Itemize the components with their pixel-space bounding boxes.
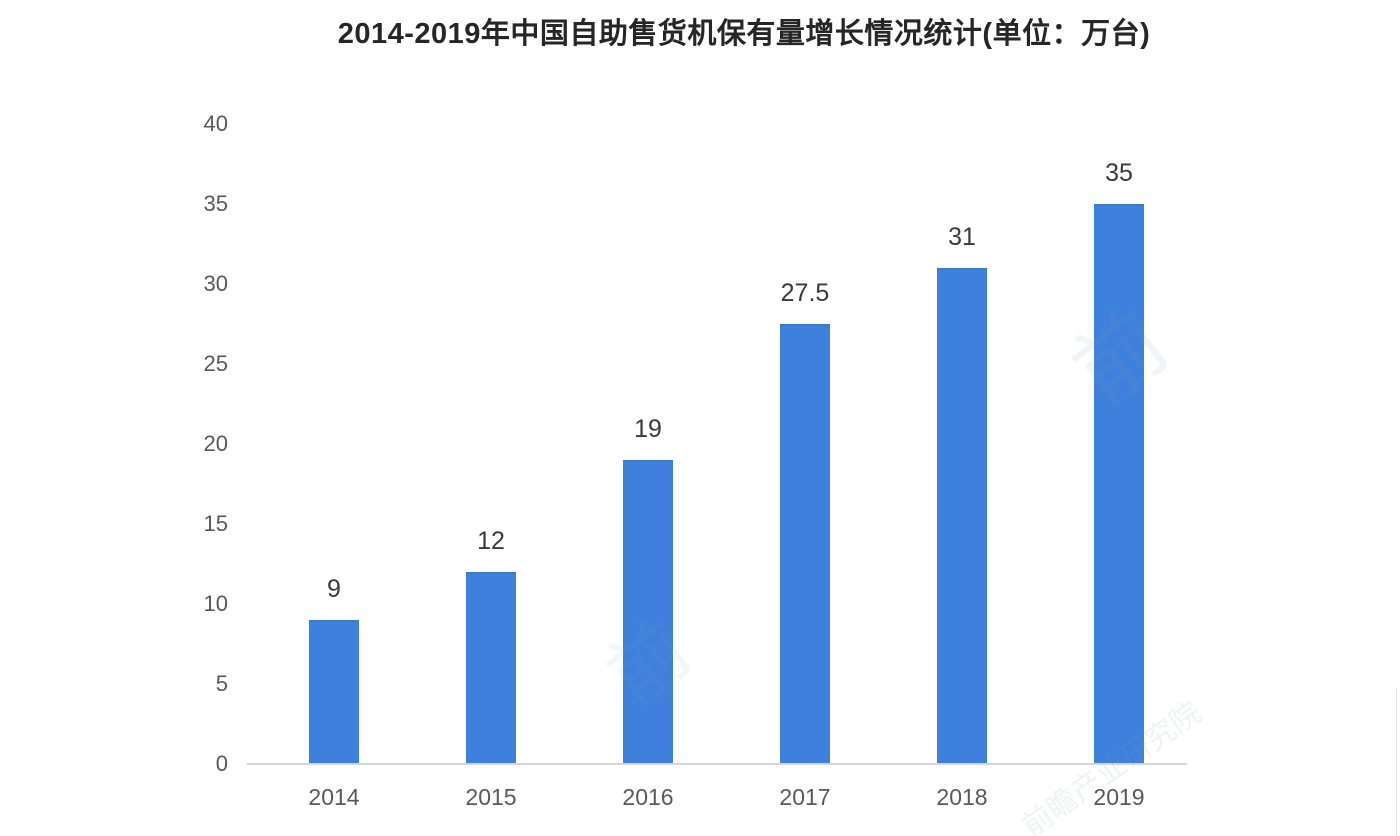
x-tick-label: 2014 bbox=[308, 784, 360, 810]
bar-value-label: 35 bbox=[1105, 159, 1133, 187]
x-tick-label: 2017 bbox=[779, 784, 831, 810]
y-tick-label: 0 bbox=[215, 751, 228, 776]
bar-2019 bbox=[1094, 204, 1144, 764]
y-tick-label: 35 bbox=[203, 191, 228, 216]
right-edge-line bbox=[1396, 688, 1397, 836]
bar-value-label: 19 bbox=[634, 415, 662, 443]
y-tick-label: 30 bbox=[203, 271, 228, 296]
chart-title: 2014-2019年中国自助售货机保有量增长情况统计(单位：万台) bbox=[337, 18, 1151, 50]
bar-2018 bbox=[937, 268, 987, 764]
y-tick-label: 10 bbox=[203, 591, 228, 616]
bar-2017 bbox=[780, 324, 830, 764]
y-tick-label: 40 bbox=[203, 111, 228, 136]
x-tick-label: 2018 bbox=[936, 784, 988, 810]
x-axis-line bbox=[247, 763, 1187, 765]
bar-value-label: 9 bbox=[327, 575, 341, 603]
y-tick-label: 15 bbox=[203, 511, 228, 536]
bar-value-label: 27.5 bbox=[780, 279, 830, 307]
x-tick-label: 2015 bbox=[465, 784, 517, 810]
y-tick-label: 20 bbox=[203, 431, 228, 456]
y-tick-label: 25 bbox=[203, 351, 228, 376]
bar-value-label: 12 bbox=[477, 527, 505, 555]
y-tick-label: 5 bbox=[215, 671, 228, 696]
bar-value-label: 31 bbox=[948, 223, 976, 251]
x-tick-label: 2016 bbox=[622, 784, 674, 810]
bar-2015 bbox=[466, 572, 516, 764]
bar-2014 bbox=[309, 620, 359, 764]
bar-2016 bbox=[623, 460, 673, 764]
x-tick-label: 2019 bbox=[1093, 784, 1145, 810]
